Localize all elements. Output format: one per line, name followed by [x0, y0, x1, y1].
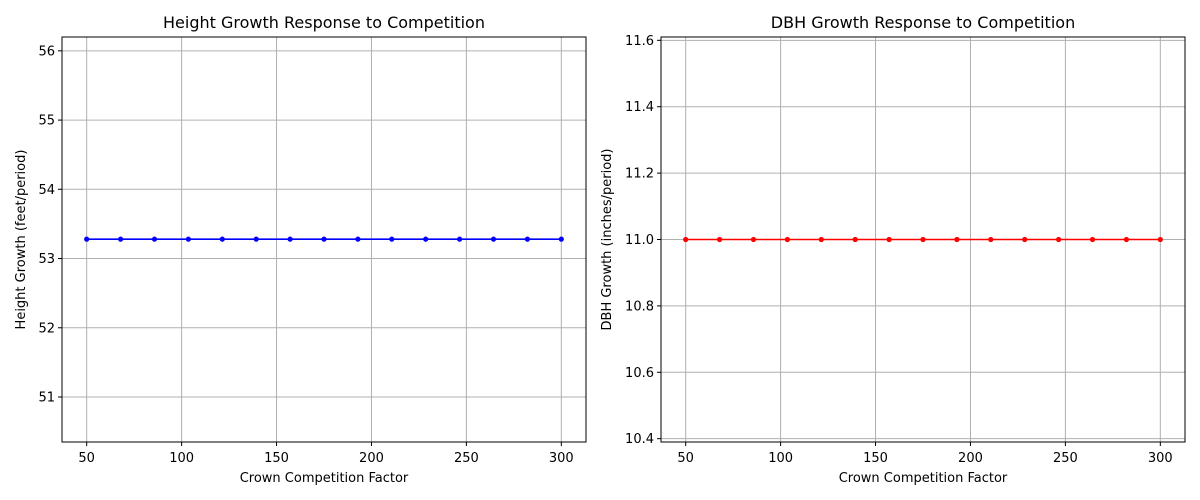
data-point: [490, 236, 497, 242]
series-group: [683, 236, 1163, 243]
data-point: [151, 236, 158, 242]
y-tick-label: 51: [38, 391, 55, 406]
data-point: [1123, 236, 1130, 243]
data-point: [457, 236, 463, 242]
x-tick-label: 150: [863, 451, 888, 466]
x-tick-label: 250: [454, 451, 479, 466]
data-point: [321, 236, 327, 242]
data-point: [818, 236, 824, 243]
data-point: [954, 236, 960, 243]
y-tick-label: 11.0: [625, 233, 654, 248]
dbh-growth-plot: DBH Growth Response to Competition 50 100…: [600, 13, 1186, 486]
x-tick-label: 100: [169, 451, 194, 466]
axes-frame: [61, 36, 587, 443]
data-point: [1056, 236, 1062, 243]
x-tick-label: 300: [1148, 451, 1173, 466]
data-point: [524, 236, 531, 242]
ticks-group: 50 100 150 200 250 300 51 52 53 54 55 56: [38, 44, 573, 466]
data-point: [750, 236, 757, 243]
x-axis-label: Crown Competition Factor: [240, 471, 409, 486]
data-point: [683, 236, 689, 243]
data-point: [920, 236, 926, 243]
y-axis-label: DBH Growth (inches/period): [600, 149, 615, 331]
data-point: [287, 236, 293, 242]
plot-title: DBH Growth Response to Competition: [771, 13, 1075, 32]
data-point: [1089, 236, 1096, 243]
series-group: [84, 236, 564, 242]
y-tick-label: 11.2: [625, 167, 654, 182]
y-tick-label: 55: [38, 114, 55, 129]
data-point: [716, 236, 723, 243]
x-tick-label: 150: [264, 451, 289, 466]
y-tick-label: 11.4: [625, 100, 654, 115]
y-tick-label: 53: [38, 252, 55, 267]
y-tick-label: 52: [38, 321, 55, 336]
x-tick-label: 50: [78, 451, 95, 466]
data-point: [558, 236, 564, 242]
data-point: [1022, 236, 1028, 243]
data-point: [784, 236, 790, 243]
y-tick-label: 10.6: [625, 366, 654, 381]
ticks-group: 50 100 150 200 250 300 10.4 10.6 10.8 11.0 11.2 11.…: [625, 34, 1173, 466]
plot-title: Height Growth Response to Competition: [163, 13, 485, 32]
data-point: [389, 236, 395, 242]
data-point: [355, 236, 361, 242]
y-tick-label: 10.8: [625, 299, 654, 314]
height-growth-plot: Height Growth Response to Competition 50…: [14, 13, 587, 486]
x-tick-label: 100: [768, 451, 793, 466]
y-axis-label: Height Growth (feet/period): [14, 150, 29, 330]
x-tick-label: 300: [549, 451, 574, 466]
x-tick-label: 50: [677, 451, 694, 466]
x-axis-label: Crown Competition Factor: [839, 471, 1008, 486]
data-point: [219, 236, 225, 242]
y-tick-label: 56: [38, 44, 55, 59]
y-tick-label: 11.6: [625, 34, 654, 49]
data-point: [852, 236, 858, 243]
data-point: [185, 236, 191, 242]
x-tick-label: 200: [958, 451, 983, 466]
data-point: [117, 236, 124, 242]
data-point: [84, 236, 90, 242]
data-point: [253, 236, 259, 242]
x-tick-label: 250: [1053, 451, 1078, 466]
y-tick-label: 10.4: [625, 432, 654, 447]
data-point: [886, 236, 892, 243]
data-point: [1157, 236, 1163, 243]
x-tick-label: 200: [359, 451, 384, 466]
data-point: [988, 236, 994, 243]
y-tick-label: 54: [38, 183, 55, 198]
data-point: [423, 236, 429, 242]
